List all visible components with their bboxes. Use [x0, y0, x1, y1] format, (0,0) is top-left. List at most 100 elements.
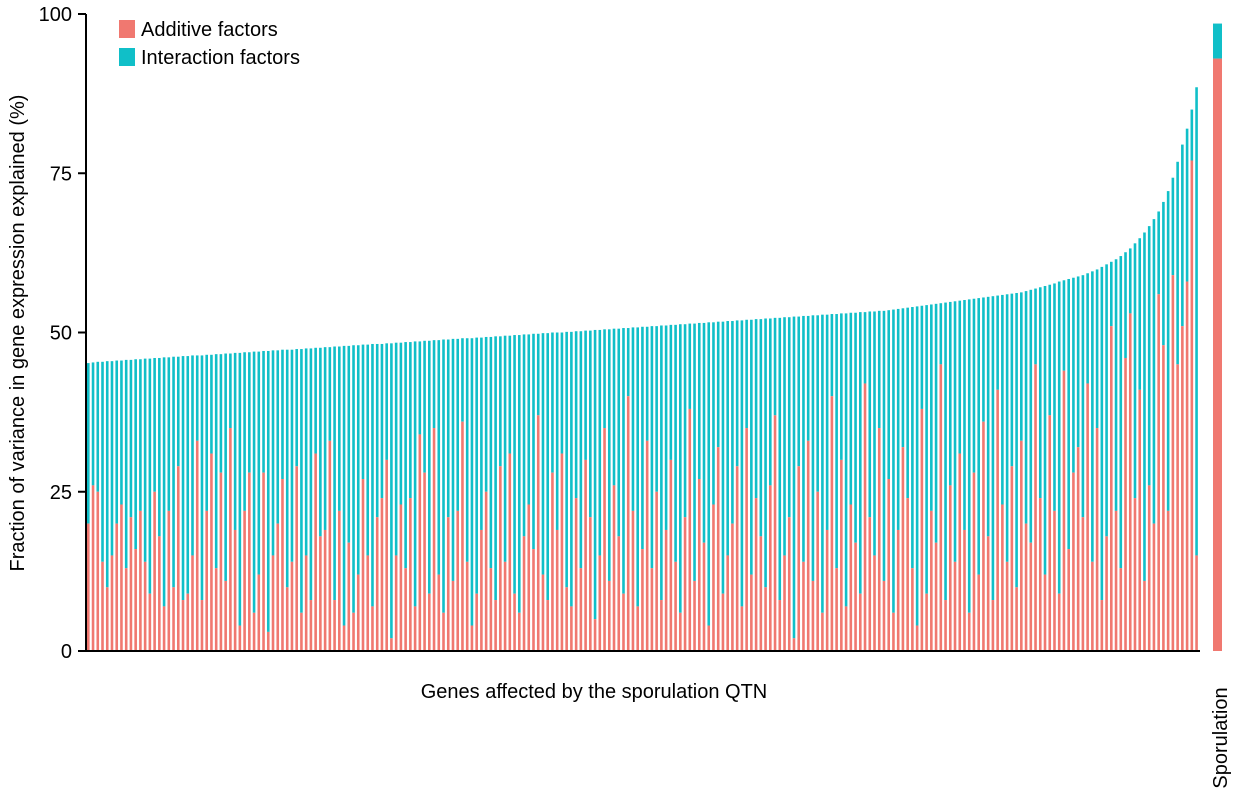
bar-interaction — [835, 314, 838, 569]
bar-additive — [148, 593, 152, 651]
bar-interaction — [887, 310, 891, 480]
bar-interaction — [522, 334, 526, 537]
bar-interaction — [1181, 144, 1184, 327]
bar-interaction — [934, 303, 938, 543]
bar-additive — [1081, 517, 1085, 651]
bar-interaction — [991, 296, 995, 601]
bar-interaction — [442, 339, 445, 613]
bar-interaction — [503, 335, 507, 562]
bar-interaction — [764, 318, 767, 588]
bar-interaction — [191, 355, 194, 556]
y-tick-label: 25 — [50, 482, 72, 504]
bar-additive — [432, 428, 436, 651]
bar-interaction — [773, 317, 777, 416]
bar-additive — [191, 555, 194, 651]
bar-additive — [172, 587, 175, 651]
bar-additive — [1062, 370, 1066, 651]
bar-interaction — [494, 336, 497, 601]
bar-additive — [655, 491, 658, 651]
bar-additive — [1171, 275, 1175, 651]
bar-additive — [385, 459, 388, 651]
bar-interaction — [1190, 109, 1194, 161]
bar-interaction — [859, 312, 862, 594]
bar-interaction — [475, 337, 478, 594]
bar-additive — [105, 587, 109, 651]
bar-additive — [806, 440, 810, 651]
bar-additive — [134, 549, 137, 651]
bar-additive — [1110, 326, 1113, 651]
bar-interaction — [281, 349, 284, 480]
bar-additive — [745, 428, 748, 651]
bar-additive — [546, 600, 550, 651]
bar-interaction — [110, 361, 114, 556]
gene-bars — [87, 87, 1198, 651]
bar-additive — [868, 517, 872, 651]
bar-additive — [939, 364, 943, 651]
bar-interaction — [707, 322, 711, 626]
bar-additive — [1038, 498, 1042, 651]
bar-additive — [243, 510, 246, 651]
bar-interaction — [380, 343, 384, 499]
bar-additive — [641, 549, 644, 651]
bar-additive — [783, 555, 786, 651]
bar-interaction — [413, 341, 417, 607]
bar-interaction — [901, 308, 905, 448]
bar-interaction — [574, 331, 578, 499]
bar-interaction — [641, 326, 644, 550]
bar-interaction — [465, 338, 469, 562]
bar-additive — [271, 555, 275, 651]
bar-additive — [598, 555, 602, 651]
bar-additive — [825, 529, 829, 651]
bar-additive — [224, 580, 227, 651]
bar-additive — [1095, 428, 1099, 651]
bar-additive — [1119, 568, 1123, 651]
bar-additive — [674, 561, 677, 651]
bar-interaction — [418, 341, 422, 435]
y-ticks: 0 25 50 75 100 — [39, 4, 86, 663]
bar-additive — [409, 498, 412, 651]
bar-interaction — [446, 339, 450, 518]
bar-additive — [911, 568, 914, 651]
bar-additive — [238, 625, 242, 651]
bar-additive — [901, 447, 905, 651]
bar-additive — [977, 574, 980, 651]
bar-interaction — [1195, 87, 1198, 556]
bar-interaction — [252, 351, 256, 613]
bar-interaction — [271, 350, 275, 556]
bar-additive — [257, 574, 261, 651]
bar-interaction — [740, 320, 744, 607]
bar-interaction — [769, 318, 772, 486]
bar-interaction — [508, 335, 512, 454]
bar-interaction — [726, 321, 729, 556]
bar-interaction — [333, 346, 336, 601]
bar-interaction — [461, 338, 464, 422]
bar-additive — [1195, 555, 1198, 651]
bar-additive — [494, 600, 497, 651]
bar-interaction — [868, 311, 872, 518]
bar-interaction — [1005, 294, 1009, 562]
y-axis-title: Fraction of variance in gene expression … — [7, 95, 29, 572]
bar-additive — [522, 536, 526, 651]
bar-additive — [446, 517, 450, 651]
bar-interaction — [1143, 232, 1146, 581]
bar-interaction — [243, 352, 246, 511]
bar-additive — [475, 593, 478, 651]
bar-additive — [252, 612, 256, 651]
bar-interaction — [499, 336, 502, 467]
bar-interaction — [532, 333, 535, 550]
bar-additive — [456, 510, 460, 651]
bar-additive — [210, 453, 213, 651]
bar-additive — [1157, 294, 1160, 651]
bar-interaction — [371, 343, 374, 607]
bar-interaction — [1128, 248, 1132, 314]
bar-additive — [1057, 593, 1061, 651]
bar-interaction — [1166, 191, 1170, 511]
bar-additive — [697, 479, 701, 651]
bar-additive — [650, 568, 654, 651]
sporulation-bar-group — [1213, 23, 1222, 651]
bar-additive — [996, 389, 999, 651]
bar-additive — [626, 396, 630, 651]
bar-additive — [958, 453, 962, 651]
bar-additive — [887, 479, 891, 651]
bar-interaction — [1176, 161, 1179, 365]
